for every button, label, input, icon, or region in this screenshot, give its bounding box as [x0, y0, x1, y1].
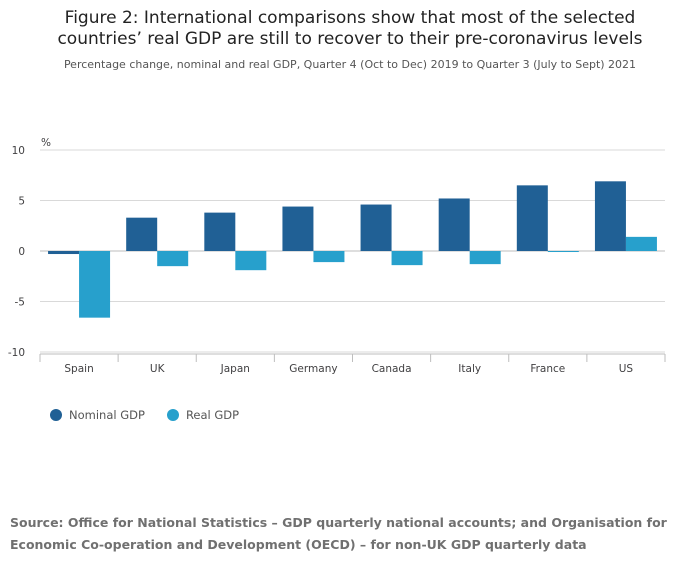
- bar-nominal-us: [594, 181, 626, 251]
- bar-real-italy: [469, 251, 501, 265]
- x-tick-label: France: [530, 363, 565, 375]
- source-note-line-1: Source: Office for National Statistics –…: [10, 515, 667, 530]
- bar-real-spain: [79, 251, 111, 318]
- x-tick-label: UK: [150, 363, 166, 375]
- chart-title-line-1: Figure 2: International comparisons show…: [64, 8, 636, 28]
- y-tick-label: 10: [12, 145, 25, 157]
- bar-real-france: [547, 251, 579, 253]
- chart-legend: Nominal GDP Real GDP: [50, 408, 261, 422]
- legend-swatch-real: [166, 409, 179, 421]
- bar-nominal-spain: [48, 251, 80, 255]
- bar-real-uk: [157, 251, 189, 267]
- legend-item-nominal[interactable]: Nominal GDP: [50, 408, 145, 422]
- source-note: Source: Office for National Statistics –…: [10, 512, 690, 556]
- chart-title-line-2: countries’ real GDP are still to recover…: [57, 29, 643, 49]
- bar-nominal-canada: [360, 204, 392, 251]
- x-tick-label: US: [619, 363, 634, 375]
- bar-real-germany: [313, 251, 345, 263]
- legend-label-real: Real GDP: [185, 408, 240, 422]
- y-tick-label: 0: [18, 246, 25, 258]
- x-tick-label: Italy: [458, 363, 481, 375]
- x-tick-label: Japan: [220, 363, 250, 375]
- x-tick-label: Germany: [289, 363, 337, 375]
- x-tick-label: Canada: [372, 363, 412, 375]
- chart-title: Figure 2: International comparisons show…: [0, 8, 700, 50]
- legend-label-nominal: Nominal GDP: [69, 408, 145, 422]
- legend-swatch-nominal: [50, 409, 62, 421]
- bar-chart: 10 5 0 -5 -10% Spain UK Japan Germany Canada Italy…: [8, 137, 666, 375]
- legend-item-real[interactable]: Real GDP: [166, 408, 240, 422]
- bar-real-japan: [235, 251, 267, 271]
- y-tick-label: -10: [8, 347, 25, 359]
- y-tick-label: 5: [18, 196, 25, 208]
- x-tick-label: Spain: [64, 363, 93, 375]
- bar-nominal-italy: [438, 198, 470, 251]
- bar-nominal-japan: [204, 212, 236, 251]
- bar-nominal-uk: [126, 217, 158, 251]
- bar-nominal-germany: [282, 206, 314, 251]
- bar-real-canada: [391, 251, 423, 266]
- chart-subtitle: Percentage change, nominal and real GDP,…: [63, 58, 637, 71]
- bar-real-us: [625, 236, 657, 251]
- y-tick-label: -5: [15, 297, 25, 309]
- y-axis-label: %: [41, 137, 51, 149]
- bar-nominal-france: [516, 185, 548, 251]
- source-note-line-2: Economic Co-operation and Development (O…: [10, 537, 587, 552]
